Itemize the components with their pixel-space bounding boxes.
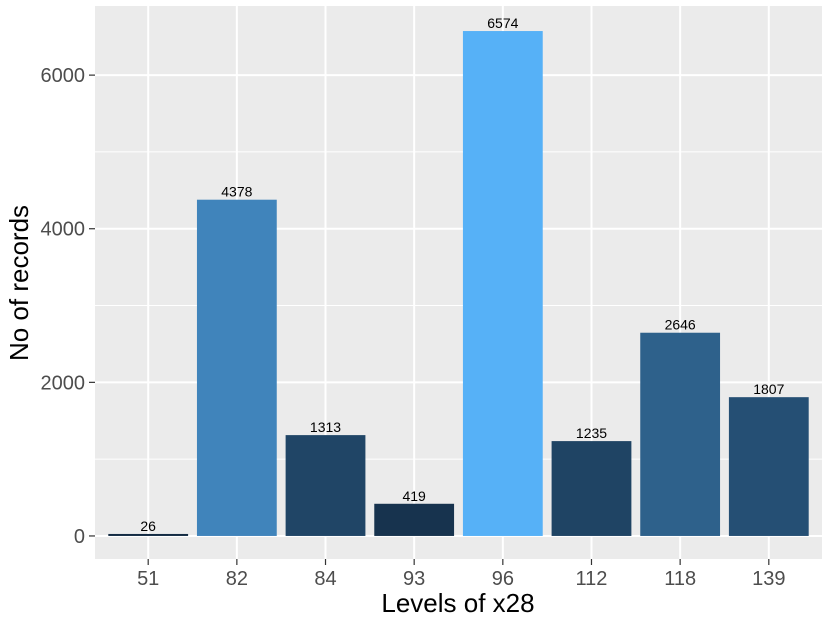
x-tick-label: 112 [576,568,608,590]
data-label-118: 2646 [665,317,696,333]
y-tick-label: 4000 [41,219,86,241]
y-axis-title: No of records [4,205,34,361]
bars-group [108,31,809,536]
y-tick-label: 0 [74,526,85,548]
bar-93 [374,503,455,536]
data-label-93: 419 [402,488,426,504]
x-axis-title: Levels of x28 [381,588,534,618]
data-label-84: 1313 [310,419,341,435]
x-tick-label: 84 [314,568,336,590]
data-label-82: 4378 [221,184,252,200]
x-tick-label: 93 [403,568,425,590]
bar-84 [285,435,366,536]
y-axis: 0 2000 4000 6000 [41,65,95,548]
y-tick-label: 6000 [41,65,86,87]
data-label-139: 1807 [753,381,784,397]
bar-96 [462,31,543,536]
bar-82 [196,199,277,536]
x-tick-label: 139 [752,568,785,590]
data-label-112: 1235 [576,425,607,441]
x-tick-label: 96 [492,568,514,590]
x-axis: 51 82 84 93 96 112 118 139 [137,559,785,590]
data-label-96: 6574 [487,15,518,31]
data-label-51: 26 [140,518,156,534]
bar-118 [640,332,721,536]
y-tick-label: 2000 [41,372,86,394]
x-tick-label: 82 [226,568,248,590]
bar-51 [108,533,189,536]
data-labels-group: 26 4378 1313 419 6574 1235 2646 1807 [140,15,784,534]
bar-112 [551,441,632,536]
x-tick-label: 118 [664,568,696,590]
x-tick-label: 51 [137,568,159,590]
bar-139 [728,397,809,536]
